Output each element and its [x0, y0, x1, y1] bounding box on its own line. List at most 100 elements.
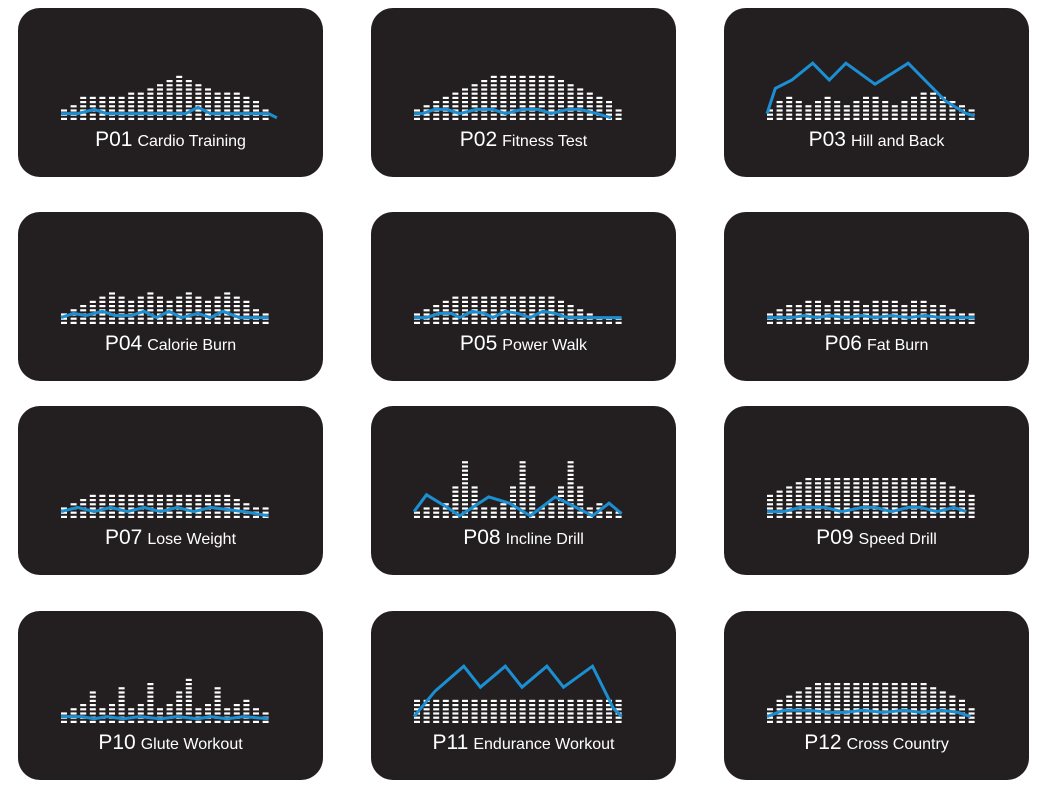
speed-profile-line — [767, 505, 967, 514]
intensity-bar — [786, 486, 793, 518]
intensity-bar — [490, 296, 497, 324]
intensity-bar — [776, 101, 783, 120]
intensity-bar — [205, 300, 211, 324]
intensity-bar — [500, 503, 507, 518]
intensity-bar — [853, 101, 860, 120]
intensity-bar — [596, 699, 603, 723]
intensity-bar — [442, 503, 449, 518]
intensity-bar — [253, 708, 259, 723]
intensity-bar — [118, 296, 125, 324]
program-card-p04[interactable]: P04 Calorie Burn — [18, 212, 323, 381]
program-profile-graphic — [767, 478, 975, 518]
intensity-bar — [118, 96, 125, 120]
program-name: Calorie Burn — [147, 337, 237, 354]
intensity-bar — [558, 699, 564, 723]
speed-profile-line — [61, 105, 278, 120]
program-name: Fitness Test — [502, 133, 588, 150]
program-card-p08[interactable]: P08 Incline Drill — [371, 406, 676, 575]
program-card-p11[interactable]: P11 Endurance Workout — [371, 611, 676, 780]
program-label: P10 Glute Workout — [18, 731, 323, 755]
intensity-bar — [481, 507, 488, 518]
intensity-bar — [128, 494, 135, 518]
program-card-p02[interactable]: P02 Fitness Test — [371, 8, 676, 177]
intensity-bar — [882, 101, 889, 120]
intensity-bar — [834, 683, 841, 723]
program-card-p10[interactable]: P10 Glute Workout — [18, 611, 323, 780]
intensity-bar — [872, 96, 879, 120]
intensity-bar — [195, 84, 202, 120]
program-profile-graphic — [766, 683, 975, 723]
intensity-bar — [61, 507, 67, 518]
program-card-p06[interactable]: P06 Fat Burn — [724, 212, 1029, 381]
program-card-p05[interactable]: P05 Power Walk — [371, 212, 676, 381]
intensity-bar — [176, 296, 183, 324]
intensity-bar — [901, 683, 908, 723]
intensity-bar — [233, 92, 240, 120]
program-name: Glute Workout — [140, 736, 243, 753]
intensity-bar — [99, 494, 106, 518]
intensity-bar — [538, 75, 545, 120]
program-name: Incline Drill — [505, 531, 584, 548]
intensity-bar — [128, 92, 135, 120]
intensity-bar — [567, 699, 574, 723]
intensity-bar — [481, 80, 488, 120]
intensity-bar — [920, 300, 927, 324]
speed-profile-line — [766, 708, 971, 719]
intensity-bar — [805, 300, 812, 324]
program-profile-graphic — [60, 494, 269, 518]
intensity-bar — [795, 305, 802, 324]
intensity-bar — [185, 678, 192, 723]
intensity-bar — [776, 490, 783, 518]
intensity-bar — [911, 478, 917, 518]
intensity-bar — [596, 503, 603, 518]
program-label: P07 Lose Weight — [18, 526, 323, 550]
speed-profile-line — [61, 715, 269, 721]
intensity-bar — [863, 683, 869, 723]
intensity-bar — [118, 494, 125, 518]
program-name: Endurance Workout — [473, 736, 615, 753]
intensity-bar — [882, 683, 889, 723]
program-profile-graphic — [414, 296, 622, 324]
intensity-bar — [901, 478, 908, 518]
program-code: P11 — [432, 731, 469, 754]
intensity-bar — [243, 300, 250, 324]
intensity-bar — [233, 499, 240, 518]
program-card-p03[interactable]: P03 Hill and Back — [724, 8, 1029, 177]
intensity-bar — [548, 296, 555, 324]
intensity-bar — [519, 699, 526, 723]
intensity-bar — [137, 92, 144, 120]
intensity-bar — [815, 478, 821, 518]
program-code: P02 — [459, 128, 498, 151]
intensity-bar — [872, 478, 879, 518]
intensity-bar — [471, 699, 478, 723]
intensity-bar — [195, 708, 202, 723]
intensity-bar — [157, 708, 163, 723]
intensity-bar — [519, 296, 526, 324]
intensity-bar — [462, 296, 468, 324]
intensity-bar — [538, 699, 545, 723]
program-card-p12[interactable]: P12 Cross Country — [724, 611, 1029, 780]
intensity-bar — [843, 105, 850, 120]
program-profile-graphic — [767, 300, 975, 324]
intensity-bar — [548, 699, 555, 723]
intensity-bar — [872, 683, 879, 723]
program-code: P07 — [104, 526, 143, 549]
intensity-bar — [815, 101, 821, 120]
intensity-bar — [567, 84, 574, 120]
intensity-bar — [872, 300, 879, 324]
intensity-bar — [471, 486, 478, 518]
intensity-bar — [606, 511, 612, 518]
program-card-p09[interactable]: P09 Speed Drill — [724, 406, 1029, 575]
intensity-bar — [147, 494, 154, 518]
intensity-bar — [959, 490, 965, 518]
program-card-p07[interactable]: P07 Lose Weight — [18, 406, 323, 575]
intensity-bar — [529, 296, 536, 324]
intensity-bar — [519, 75, 526, 120]
intensity-bar — [853, 683, 860, 723]
program-card-p01[interactable]: P01 Cardio Training — [18, 8, 323, 177]
intensity-bar — [70, 309, 77, 324]
intensity-bar — [891, 300, 898, 324]
intensity-bar — [262, 507, 269, 518]
intensity-bar — [911, 96, 917, 120]
intensity-bar — [968, 494, 975, 518]
